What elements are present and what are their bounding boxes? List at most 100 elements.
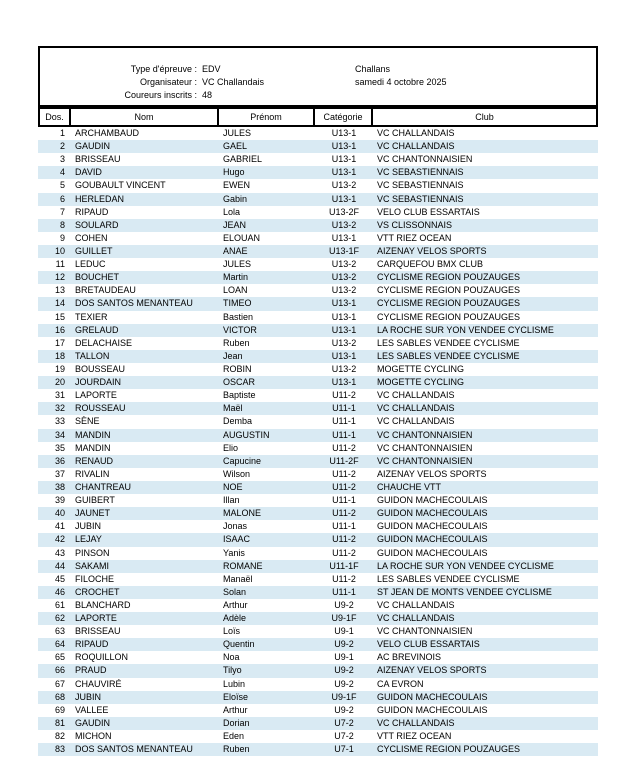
cell-dossard: 42 — [54, 534, 65, 545]
cell-prenom: Dorian — [223, 717, 250, 728]
cell-nom: DOS SANTOS MENANTEAU — [75, 744, 193, 755]
cell-nom: BLANCHARD — [75, 599, 131, 610]
table-row: 4 DAVID Hugo U13-1 VC SEBASTIENNAIS — [38, 166, 598, 180]
table-row: 8 SOULARD JEAN U13-2 VS CLISSONNAIS — [38, 218, 598, 232]
cell-club: VC CHANTONNAISIEN — [377, 442, 473, 453]
table-row: 18 TALLON Jean U13-1 LES SABLES VENDEE C… — [38, 349, 598, 363]
column-header-club: Club — [475, 112, 494, 122]
cell-dossard: 2 — [59, 141, 65, 152]
cell-categorie: U13-2 — [331, 285, 357, 296]
cell-nom: HERLEDAN — [75, 193, 125, 204]
cell-nom: BRISSEAU — [75, 626, 121, 637]
cell-dossard: 65 — [54, 652, 65, 663]
cell-nom: BRETAUDEAU — [75, 285, 136, 296]
organizer-line: Organisateur : VC Challandais — [40, 76, 264, 89]
cell-categorie: U13-2 — [331, 259, 357, 270]
table-row: 41 JUBIN Jonas U11-1 GUIDON MACHECOULAIS — [38, 520, 598, 534]
table-row: 36 RENAUD Capucine U11-2F VC CHANTONNAIS… — [38, 454, 598, 468]
cell-nom: LAPORTE — [75, 613, 117, 624]
cell-categorie: U9-1 — [334, 652, 354, 663]
cell-club: GUIDON MACHECOULAIS — [377, 704, 488, 715]
table-row: 5 GOUBAULT VINCENT EWEN U13-2 VC SEBASTI… — [38, 179, 598, 193]
cell-club: GUIDON MACHECOULAIS — [377, 495, 488, 506]
cell-prenom: Illan — [223, 495, 240, 506]
table-body: 1 ARCHAMBAUD JULES U13-1 VC CHALLANDAIS … — [38, 127, 598, 757]
cell-prenom: Gabin — [223, 193, 248, 204]
cell-nom: JUBIN — [75, 691, 102, 702]
cell-nom: JOURDAIN — [75, 377, 122, 388]
cell-dossard: 16 — [54, 324, 65, 335]
cell-prenom: Lola — [223, 206, 241, 217]
cell-dossard: 6 — [59, 193, 65, 204]
cell-nom: PRAUD — [75, 665, 107, 676]
organizer-value: VC Challandais — [202, 76, 265, 87]
cell-prenom: Ruben — [223, 744, 250, 755]
cell-categorie: U13-2 — [331, 219, 357, 230]
cell-club: LA ROCHE SUR YON VENDEE CYCLISME — [377, 324, 554, 335]
cell-dossard: 41 — [54, 521, 65, 532]
riders-count-label: Coureurs inscrits : — [124, 89, 197, 100]
cell-club: CYCLISME REGION POUZAUGES — [377, 285, 521, 296]
cell-nom: ROQUILLON — [75, 652, 129, 663]
cell-categorie: U13-1 — [331, 350, 357, 361]
cell-prenom: ISAAC — [223, 534, 251, 545]
cell-prenom: Arthur — [223, 704, 248, 715]
cell-nom: SAKAMI — [75, 560, 110, 571]
riders-count-value: 48 — [202, 89, 213, 100]
cell-nom: RIPAUD — [75, 206, 109, 217]
cell-club: LA ROCHE SUR YON VENDEE CYCLISME — [377, 560, 554, 571]
cell-categorie: U13-1 — [331, 377, 357, 388]
cell-club: VC CHANTONNAISIEN — [377, 626, 473, 637]
table-row: 69 VALLEE Arthur U9-2 GUIDON MACHECOULAI… — [38, 703, 598, 717]
cell-nom: LEJAY — [75, 534, 102, 545]
cell-nom: SÈNE — [75, 416, 100, 427]
cell-nom: FILOCHE — [75, 573, 115, 584]
cell-nom: JUBIN — [75, 521, 102, 532]
table-row: 64 RIPAUD Quentin U9-2 VELO CLUB ESSARTA… — [38, 638, 598, 652]
cell-club: CYCLISME REGION POUZAUGES — [377, 744, 521, 755]
cell-club: GUIDON MACHECOULAIS — [377, 534, 488, 545]
cell-categorie: U9-1F — [331, 691, 357, 702]
cell-dossard: 69 — [54, 704, 65, 715]
cell-prenom: ROMANE — [223, 560, 263, 571]
cell-club: VC SEBASTIENNAIS — [377, 167, 464, 178]
cell-nom: CROCHET — [75, 586, 120, 597]
table-row: 34 MANDIN AUGUSTIN U11-1 VC CHANTONNAISI… — [38, 428, 598, 442]
cell-dossard: 62 — [54, 613, 65, 624]
cell-club: LES SABLES VENDEE CYCLISME — [377, 573, 520, 584]
cell-prenom: GABRIEL — [223, 154, 263, 165]
cell-prenom: JULES — [223, 128, 252, 138]
cell-club: VC CHANTONNAISIEN — [377, 429, 473, 440]
table-row: 62 LAPORTE Adèle U9-1F VC CHALLANDAIS — [38, 612, 598, 626]
cell-prenom: JULES — [223, 259, 252, 270]
cell-categorie: U11-1 — [332, 416, 356, 427]
table-row: 11 LEDUC JULES U13-2 CARQUEFOU BMX CLUB — [38, 258, 598, 272]
cell-club: AIZENAY VELOS SPORTS — [377, 665, 487, 676]
cell-nom: RIPAUD — [75, 639, 109, 650]
cell-prenom: Loïs — [223, 626, 241, 637]
cell-categorie: U11-2 — [332, 573, 356, 584]
event-info-left: Type d'épreuve : EDV Organisateur : VC C… — [40, 63, 264, 101]
cell-club: VC CHALLANDAIS — [377, 416, 455, 427]
cell-categorie: U13-1 — [331, 193, 357, 204]
cell-club: GUIDON MACHECOULAIS — [377, 547, 488, 558]
cell-dossard: 3 — [59, 154, 65, 165]
table-row: 63 BRISSEAU Loïs U9-1 VC CHANTONNAISIEN — [38, 625, 598, 639]
cell-categorie: U11-1 — [332, 429, 356, 440]
cell-prenom: Elio — [223, 442, 239, 453]
cell-prenom: Quentin — [223, 639, 255, 650]
cell-categorie: U9-2 — [334, 704, 354, 715]
cell-club: VC CHALLANDAIS — [377, 599, 455, 610]
event-type-value: EDV — [202, 64, 221, 74]
cell-prenom: Maël — [223, 403, 243, 414]
cell-club: AIZENAY VELOS SPORTS — [377, 245, 487, 256]
cell-dossard: 43 — [54, 547, 65, 558]
cell-nom: GUIBERT — [75, 495, 115, 506]
cell-categorie: U11-2 — [332, 390, 356, 401]
cell-categorie: U11-2F — [329, 455, 359, 466]
cell-prenom: Tilyo — [223, 665, 242, 676]
cell-prenom: Manaël — [223, 573, 253, 584]
cell-prenom: Capucine — [223, 455, 262, 466]
cell-club: CYCLISME REGION POUZAUGES — [377, 272, 521, 283]
cell-categorie: U11-1 — [332, 403, 356, 414]
